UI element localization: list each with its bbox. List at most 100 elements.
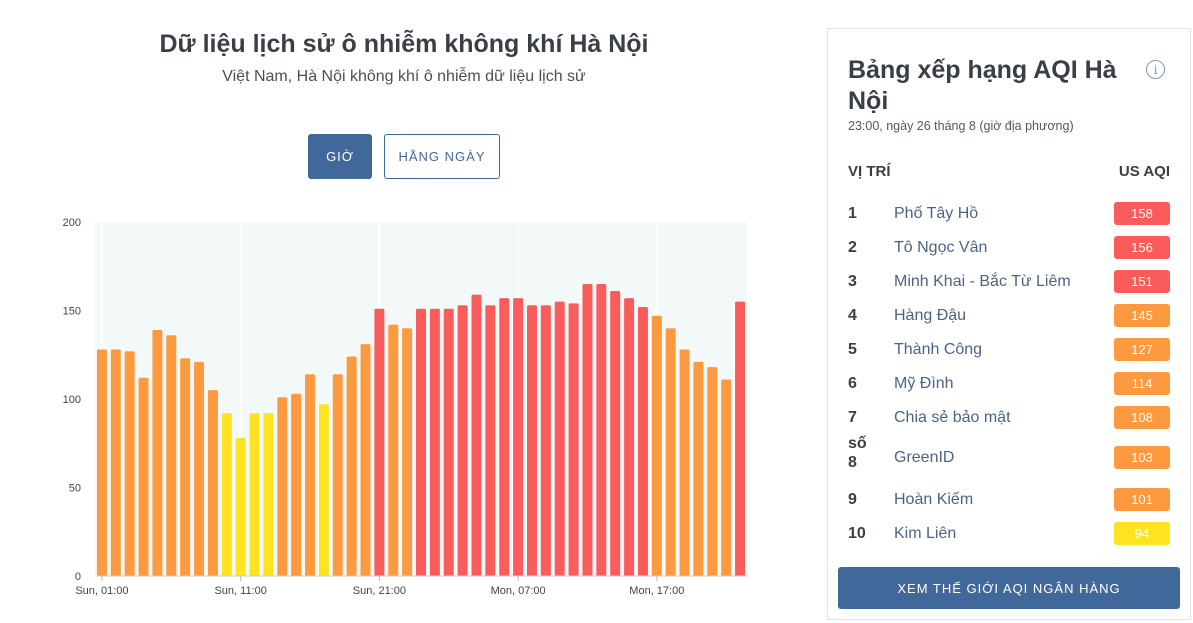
- y-tick-label: 150: [63, 306, 81, 318]
- rank-number: 1: [848, 205, 857, 222]
- rank-number: 7: [848, 409, 857, 426]
- aqi-badge: 145: [1114, 304, 1170, 327]
- aqi-bar[interactable]: [305, 374, 316, 576]
- aqi-bar[interactable]: [499, 298, 510, 576]
- aqi-ranking-panel: Bảng xếp hạng AQI Hà Nội i 23:00, ngày 2…: [827, 28, 1191, 620]
- world-aqi-ranking-button[interactable]: XEM THẾ GIỚI AQI NGÂN HÀNG: [838, 567, 1180, 609]
- ranking-row[interactable]: 1 Phố Tây Hồ 158: [848, 202, 1170, 226]
- aqi-bar[interactable]: [291, 393, 302, 576]
- station-name-link[interactable]: GreenID: [894, 449, 955, 466]
- aqi-badge: 103: [1114, 446, 1170, 469]
- aqi-bar[interactable]: [526, 305, 537, 576]
- aqi-bar[interactable]: [180, 358, 191, 576]
- aqi-bar[interactable]: [166, 335, 177, 576]
- station-name-link[interactable]: Tô Ngọc Vân: [894, 239, 988, 256]
- y-tick-label: 100: [63, 394, 81, 406]
- aqi-bar[interactable]: [194, 361, 205, 576]
- column-header-aqi: US AQI: [1118, 163, 1170, 180]
- aqi-bar[interactable]: [416, 308, 426, 576]
- aqi-bar[interactable]: [263, 413, 274, 576]
- rank-number: 2: [848, 239, 857, 256]
- page-subtitle: Việt Nam, Hà Nội không khí ô nhiễm dữ li…: [222, 68, 586, 85]
- aqi-bar[interactable]: [346, 356, 357, 576]
- x-tick-label: Mon, 07:00: [491, 585, 546, 597]
- ranking-row[interactable]: 10 Kim Liên 94: [848, 522, 1170, 546]
- aqi-bar[interactable]: [582, 283, 593, 576]
- aqi-bar[interactable]: [693, 361, 704, 576]
- aqi-bar[interactable]: [374, 308, 385, 576]
- ranking-title: Bảng xếp hạng AQI Hà Nội: [848, 56, 1117, 115]
- column-header-location: VỊ TRÍ: [848, 163, 891, 180]
- ranking-row[interactable]: 4 Hàng Đậu 145: [848, 304, 1170, 328]
- aqi-badge: 127: [1114, 338, 1170, 361]
- hourly-toggle-button[interactable]: GIỜ: [308, 134, 372, 179]
- aqi-bar[interactable]: [332, 374, 343, 576]
- aqi-bar[interactable]: [721, 379, 732, 576]
- aqi-bar[interactable]: [443, 308, 454, 576]
- station-name-link[interactable]: Hoàn Kiếm: [894, 491, 974, 508]
- ranking-row[interactable]: 5 Thành Công 127: [848, 338, 1170, 362]
- station-name-link[interactable]: Chia sẻ bảo mật: [894, 409, 1011, 426]
- aqi-bar[interactable]: [235, 437, 246, 576]
- aqi-bar[interactable]: [596, 283, 607, 576]
- ranking-row[interactable]: 2 Tô Ngọc Vân 156: [848, 236, 1170, 260]
- aqi-bar[interactable]: [707, 367, 718, 576]
- aqi-badge: 94: [1114, 522, 1170, 545]
- aqi-bar[interactable]: [457, 305, 468, 576]
- ranking-row[interactable]: số 8 GreenID 103: [848, 435, 1170, 471]
- ranking-row[interactable]: 7 Chia sẻ bảo mật 108: [848, 406, 1170, 430]
- aqi-bar[interactable]: [124, 351, 135, 576]
- y-tick-label: 200: [63, 217, 81, 229]
- aqi-bar[interactable]: [360, 344, 371, 576]
- daily-toggle-button[interactable]: HẰNG NGÀY: [384, 134, 500, 179]
- aqi-bar[interactable]: [624, 298, 635, 576]
- station-name-link[interactable]: Hàng Đậu: [894, 307, 967, 324]
- aqi-bar[interactable]: [249, 413, 260, 576]
- ranking-row[interactable]: 6 Mỹ Đình 114: [848, 372, 1170, 396]
- aqi-bar[interactable]: [735, 301, 746, 576]
- aqi-bar[interactable]: [540, 305, 551, 576]
- aqi-bar[interactable]: [318, 404, 329, 576]
- station-name-link[interactable]: Mỹ Đình: [894, 375, 954, 392]
- x-tick-label: Mon, 17:00: [629, 585, 684, 597]
- aqi-bar[interactable]: [679, 349, 690, 576]
- y-tick-label: 0: [75, 571, 81, 583]
- aqi-badge: 156: [1114, 236, 1170, 259]
- aqi-bar[interactable]: [665, 328, 676, 576]
- aqi-bar[interactable]: [96, 349, 107, 576]
- station-name-link[interactable]: Kim Liên: [894, 525, 957, 542]
- aqi-history-chart: 0 50 100 150 200 Sun, 01:00 Sun, 11:00 Sun, 21:…: [63, 217, 747, 597]
- aqi-bar[interactable]: [471, 294, 482, 576]
- rank-number: 9: [848, 491, 857, 508]
- aqi-bar[interactable]: [554, 301, 565, 576]
- ranking-row[interactable]: 9 Hoàn Kiếm 101: [848, 488, 1170, 512]
- history-section: Dữ liệu lịch sử ô nhiễm không khí Hà Nội…: [63, 30, 747, 597]
- aqi-bar[interactable]: [402, 328, 413, 576]
- station-name-link[interactable]: Minh Khai - Bắc Từ Liêm: [894, 273, 1071, 290]
- ranking-timestamp: 23:00, ngày 26 tháng 8 (giờ địa phương): [848, 119, 1074, 133]
- aqi-bar[interactable]: [221, 413, 232, 576]
- aqi-bar[interactable]: [568, 303, 579, 576]
- aqi-badge: 158: [1114, 202, 1170, 225]
- station-name-link[interactable]: Thành Công: [894, 341, 983, 358]
- rank-number: 4: [848, 307, 857, 324]
- station-name-link[interactable]: Phố Tây Hồ: [894, 205, 979, 222]
- aqi-bar[interactable]: [513, 298, 524, 576]
- aqi-bar[interactable]: [388, 324, 399, 576]
- aqi-bar[interactable]: [207, 390, 218, 576]
- aqi-bar[interactable]: [138, 377, 149, 576]
- rank-number: 6: [848, 375, 857, 392]
- aqi-bar[interactable]: [651, 315, 662, 576]
- ranking-row[interactable]: 3 Minh Khai - Bắc Từ Liêm 151: [848, 270, 1170, 294]
- x-tick-label: Sun, 01:00: [75, 585, 128, 597]
- aqi-bar[interactable]: [110, 349, 121, 576]
- aqi-bar[interactable]: [637, 306, 648, 576]
- aqi-bar[interactable]: [277, 397, 288, 576]
- rank-number: 5: [848, 341, 857, 358]
- aqi-bar[interactable]: [152, 329, 163, 576]
- aqi-badge: 114: [1114, 372, 1170, 395]
- aqi-bar[interactable]: [429, 308, 440, 576]
- info-icon[interactable]: i: [1146, 60, 1165, 79]
- aqi-bar[interactable]: [610, 291, 621, 576]
- aqi-bar[interactable]: [485, 305, 496, 576]
